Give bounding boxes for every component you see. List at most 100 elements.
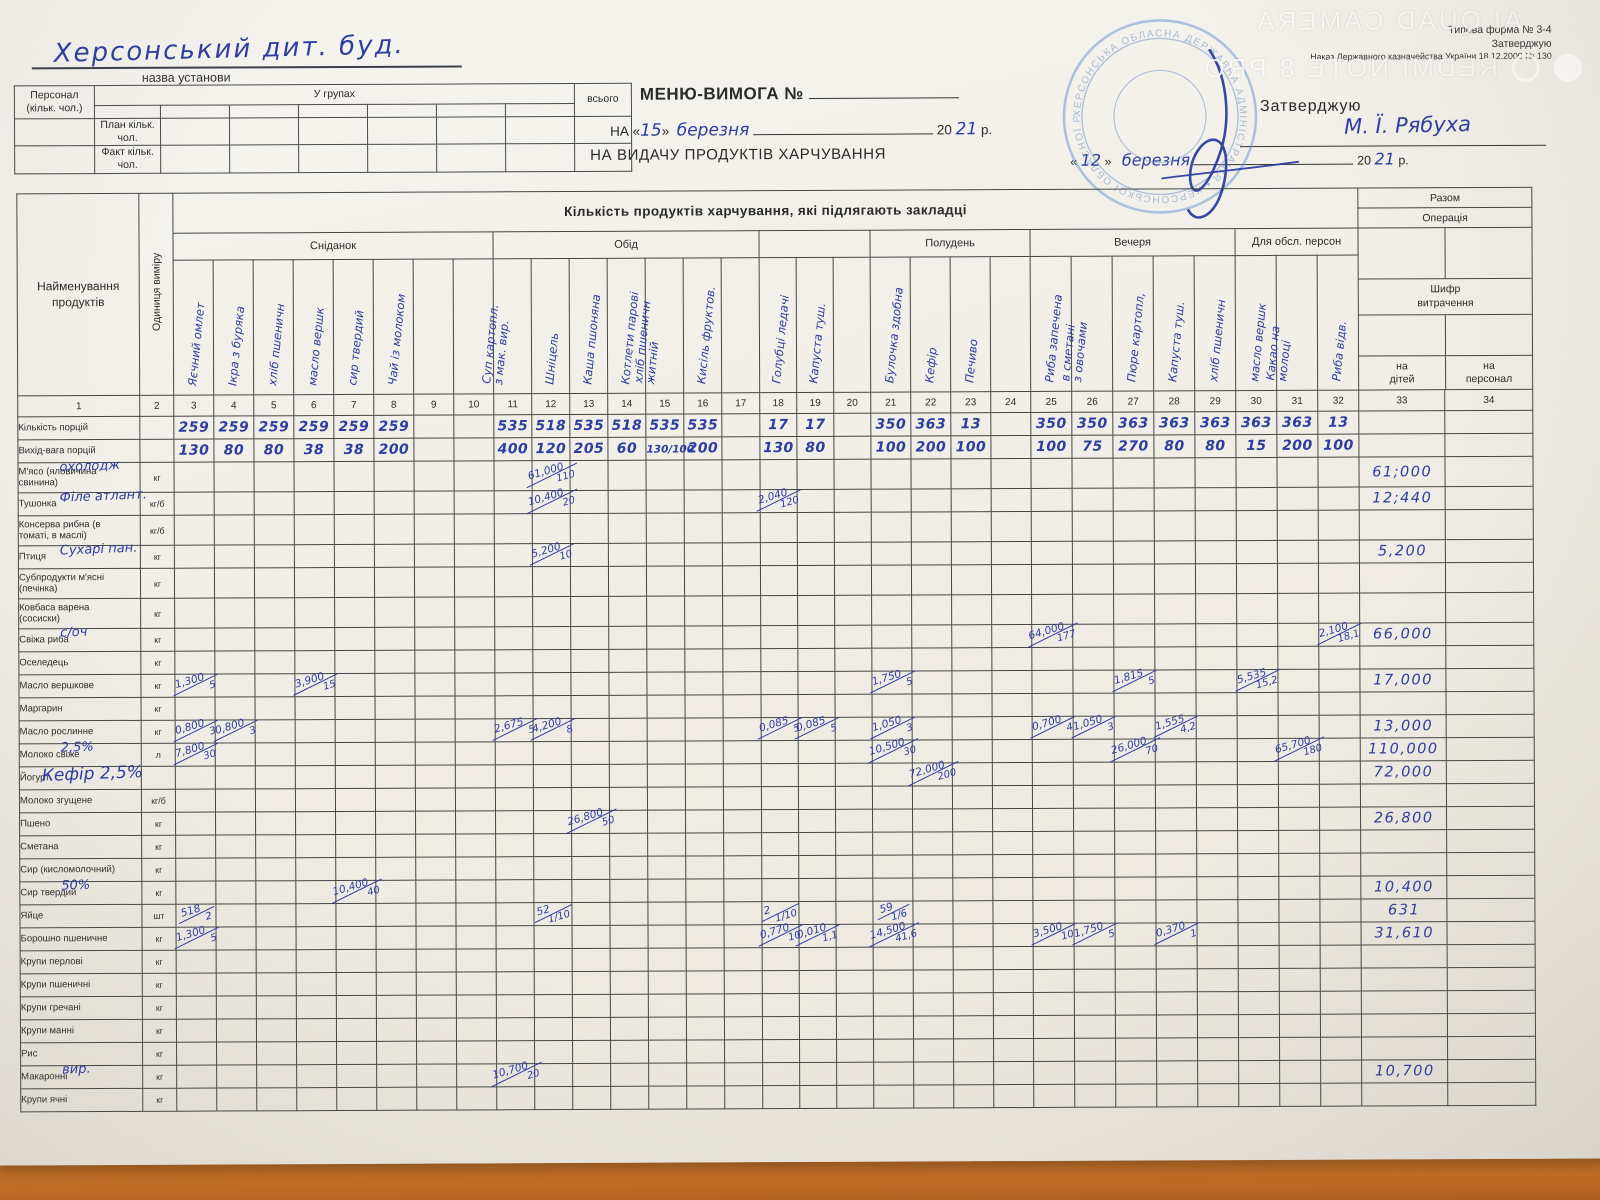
total-children-cell: 10,700: [1361, 1059, 1448, 1084]
data-cell: 14,500 41,6: [868, 920, 918, 948]
data-cell: [646, 566, 685, 597]
data-cell: 3,900 15: [293, 671, 337, 697]
data-cell: 3,500 10: [1032, 920, 1075, 947]
data-cell: 10,500 30: [867, 736, 917, 764]
data-cell: [1032, 877, 1074, 901]
data-cell: [216, 995, 257, 1020]
plan-cell: [160, 117, 230, 146]
document-date-line: НА «15» березня 20 21 р.: [610, 119, 993, 141]
data-cell: [415, 834, 456, 858]
data-cell: [216, 926, 257, 951]
data-cell: [570, 543, 609, 567]
data-cell: [175, 789, 216, 813]
data-cell: [646, 626, 685, 650]
data-cell: 64,000 177: [1027, 620, 1077, 648]
product-row-label: Крупи манні: [20, 1019, 143, 1043]
data-cell: [952, 739, 993, 763]
data-cell: 363: [1194, 411, 1236, 435]
data-cell: [214, 544, 255, 569]
data-cell: [533, 741, 572, 765]
data-cell: 60: [607, 437, 646, 461]
data-cell: [335, 903, 377, 927]
data-cell: [415, 765, 456, 789]
unit-cell: кг/б: [140, 515, 175, 546]
total-personnel-cell: [1447, 1059, 1536, 1083]
data-cell: [1197, 1014, 1239, 1038]
data-cell: [255, 834, 296, 858]
data-cell: 38: [293, 438, 334, 462]
operation-cells: [1358, 227, 1532, 280]
data-cell: [1114, 807, 1156, 832]
data-cell: 350: [1071, 412, 1113, 436]
meal-group-header: Обід: [492, 230, 760, 259]
data-cell: [912, 900, 954, 925]
data-cell: [336, 1087, 377, 1111]
data-cell: 535: [645, 414, 684, 438]
data-cell: [1194, 457, 1237, 488]
data-cell: 10,700 20: [491, 1060, 540, 1087]
data-cell: [1318, 487, 1360, 511]
data-cell: 80: [1194, 434, 1236, 458]
data-cell: [1237, 830, 1279, 854]
data-cell: [1156, 1014, 1198, 1038]
unit-cell: кг: [141, 881, 176, 905]
data-cell: [835, 694, 873, 718]
data-cell: [835, 901, 874, 925]
data-cell: [685, 901, 725, 926]
data-cell: 13: [950, 412, 991, 436]
data-cell: [992, 831, 1033, 855]
data-cell: [992, 739, 1033, 763]
data-cell: [534, 1040, 573, 1064]
operation-header: Операція: [1358, 207, 1533, 229]
data-cell: [1114, 899, 1157, 924]
data-cell: [913, 923, 954, 948]
menu-table: Найменування продуктів Одиниця виміру Кіл…: [16, 187, 1536, 1113]
data-cell: [1277, 563, 1319, 594]
data-cell: [608, 672, 648, 696]
data-cell: [571, 764, 610, 788]
unit-cell: кг: [142, 1042, 177, 1066]
data-cell: [762, 947, 800, 971]
data-cell: [214, 650, 255, 675]
data-cell: 1,750 5: [870, 668, 914, 695]
data-cell: [176, 996, 217, 1020]
data-cell: [456, 971, 497, 996]
data-cell: [376, 1087, 417, 1111]
data-cell: [454, 649, 495, 674]
data-cell: 363: [1276, 411, 1318, 435]
data-cell: [1153, 457, 1196, 488]
data-cell: [870, 459, 912, 490]
data-cell: [572, 925, 611, 949]
data-cell: [496, 1086, 535, 1110]
data-cell: [214, 491, 255, 516]
total-children-cell: [1361, 990, 1448, 1015]
data-cell: [835, 878, 873, 902]
total-personnel-cell: [1447, 898, 1536, 922]
data-cell: [1154, 669, 1197, 693]
personnel-label: Персонал (кільк. чол.): [14, 85, 95, 119]
data-cell: [952, 808, 993, 832]
column-number: 14: [607, 393, 646, 415]
data-cell: [686, 1062, 725, 1086]
data-cell: [608, 626, 647, 650]
data-cell: [1318, 669, 1361, 693]
data-cell: [1319, 738, 1361, 762]
data-cell: [374, 627, 415, 651]
data-cell: [833, 459, 872, 490]
unit-cell: кг: [140, 598, 175, 629]
data-cell: [911, 488, 952, 513]
data-cell: [1156, 1060, 1198, 1084]
data-cell: 363: [1235, 411, 1277, 435]
data-cell: [723, 855, 762, 879]
data-cell: [455, 879, 496, 904]
data-cell: [724, 1016, 763, 1040]
data-cell: 363: [1112, 411, 1154, 436]
data-cell: [572, 1063, 611, 1087]
data-cell: [373, 461, 415, 492]
data-cell: [296, 972, 337, 996]
data-cell: 100: [950, 435, 991, 459]
data-cell: 38: [333, 438, 374, 462]
data-cell: [1112, 457, 1155, 489]
data-cell: [1072, 511, 1114, 542]
data-cell: [648, 1039, 687, 1064]
